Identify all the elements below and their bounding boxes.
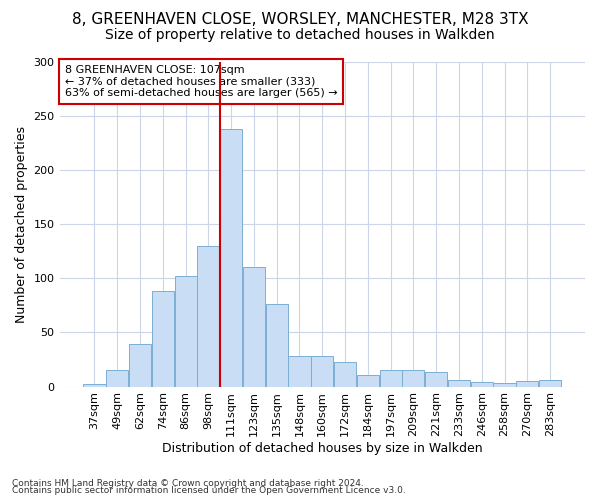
Bar (83, 384, 106, 386)
Y-axis label: Number of detached properties: Number of detached properties (15, 126, 28, 322)
X-axis label: Distribution of detached houses by size in Walkden: Distribution of detached houses by size … (162, 442, 482, 455)
Bar (425, 372, 447, 386)
Bar (516, 381, 538, 386)
Bar (220, 128, 242, 386)
Text: Size of property relative to detached houses in Walkden: Size of property relative to detached ho… (105, 28, 495, 42)
Bar (403, 370, 424, 386)
Bar (197, 246, 220, 386)
Text: Contains HM Land Registry data © Crown copyright and database right 2024.: Contains HM Land Registry data © Crown c… (12, 478, 364, 488)
Bar (470, 382, 493, 386)
Bar (243, 268, 265, 386)
Text: 8 GREENHAVEN CLOSE: 107sqm
← 37% of detached houses are smaller (333)
63% of sem: 8 GREENHAVEN CLOSE: 107sqm ← 37% of deta… (65, 65, 337, 98)
Bar (493, 384, 515, 386)
Bar (175, 276, 197, 386)
Bar (289, 356, 311, 386)
Bar (448, 380, 470, 386)
Bar (129, 344, 151, 387)
Bar (266, 304, 288, 386)
Bar (106, 370, 128, 386)
Bar (380, 370, 401, 386)
Text: 8, GREENHAVEN CLOSE, WORSLEY, MANCHESTER, M28 3TX: 8, GREENHAVEN CLOSE, WORSLEY, MANCHESTER… (71, 12, 529, 28)
Bar (357, 374, 379, 386)
Text: Contains public sector information licensed under the Open Government Licence v3: Contains public sector information licen… (12, 486, 406, 495)
Bar (152, 291, 174, 386)
Bar (311, 356, 334, 386)
Bar (334, 362, 356, 386)
Bar (539, 380, 561, 386)
